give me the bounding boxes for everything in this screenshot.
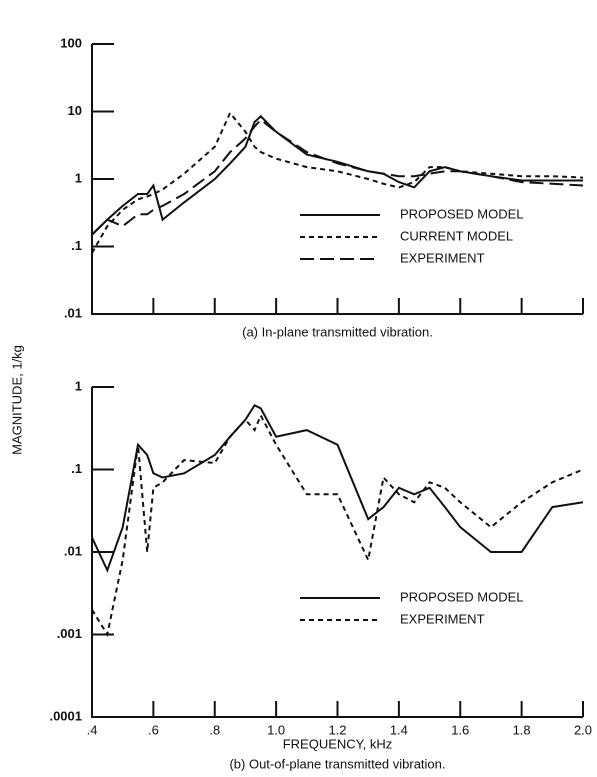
x-tick-label: .8 bbox=[209, 722, 220, 737]
series-line bbox=[91, 111, 584, 254]
x-tick-label: 1.0 bbox=[267, 722, 285, 737]
x-tick-label: 2.0 bbox=[574, 722, 592, 737]
legend-label: PROPOSED MODEL bbox=[400, 589, 524, 604]
x-tick-label: 1.2 bbox=[328, 722, 346, 737]
chart-title: (b) Out-of-plane transmitted vibration. bbox=[229, 756, 445, 771]
x-tick-label: 1.8 bbox=[513, 722, 531, 737]
y-tick-label: 1 bbox=[75, 378, 82, 393]
y-tick-label: 1 bbox=[75, 170, 82, 185]
legend-label: CURRENT MODEL bbox=[400, 228, 513, 243]
series-line bbox=[91, 118, 584, 236]
chart-title: (a) In-plane transmitted vibration. bbox=[242, 324, 433, 339]
legend-label: EXPERIMENT bbox=[400, 611, 485, 626]
y-tick-label: .001 bbox=[57, 626, 82, 641]
series-line bbox=[91, 413, 584, 638]
x-tick-label: 1.6 bbox=[451, 722, 469, 737]
legend-label: PROPOSED MODEL bbox=[400, 206, 524, 221]
x-tick-label: 1.4 bbox=[390, 722, 408, 737]
y-tick-label: .01 bbox=[64, 305, 82, 320]
y-tick-label: .1 bbox=[71, 461, 82, 476]
series-line bbox=[91, 404, 584, 573]
y-tick-label: 100 bbox=[60, 35, 82, 50]
y-tick-label: .0001 bbox=[49, 708, 82, 723]
y-axis-label: MAGNITUDE, 1/kg bbox=[9, 345, 24, 455]
x-tick-label: .4 bbox=[87, 722, 98, 737]
y-tick-label: 10 bbox=[68, 103, 82, 118]
y-tick-label: .1 bbox=[71, 238, 82, 253]
legend-label: EXPERIMENT bbox=[400, 250, 485, 265]
y-tick-label: .01 bbox=[64, 543, 82, 558]
x-tick-label: .6 bbox=[148, 722, 159, 737]
x-axis-label: FREQUENCY, kHz bbox=[283, 736, 393, 751]
